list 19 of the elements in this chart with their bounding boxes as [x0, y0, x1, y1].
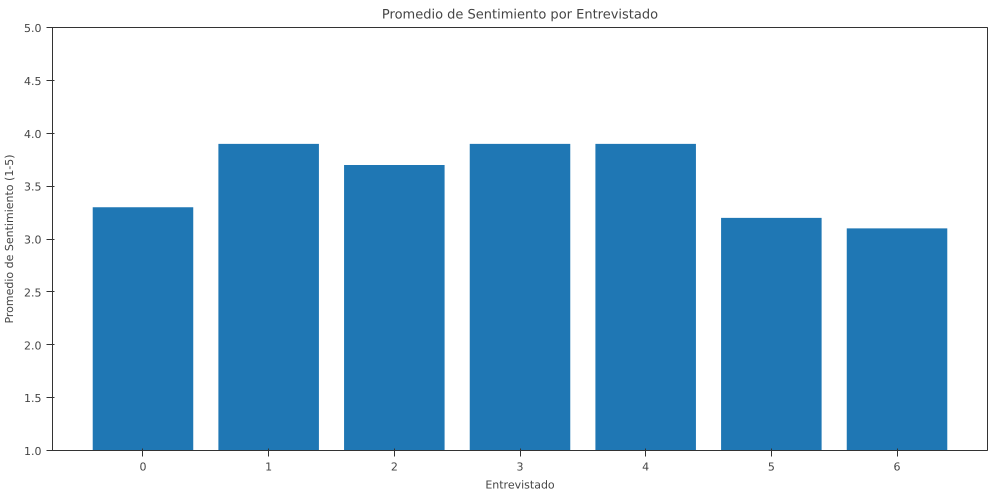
y-tick-label: 5.0 [24, 22, 42, 35]
x-tick-label: 3 [516, 460, 524, 474]
y-axis-title: Promedio de Sentimiento (1-5) [3, 154, 16, 324]
x-tick-label: 5 [768, 460, 775, 474]
x-axis-title: Entrevistado [485, 478, 555, 492]
y-tick-label: 1.0 [24, 445, 42, 458]
y-tick-label: 2.0 [24, 339, 42, 352]
x-tick-label: 6 [894, 460, 901, 474]
y-tick-label: 3.0 [24, 234, 42, 246]
x-tick-label: 2 [390, 460, 398, 474]
y-tick-label: 2.5 [24, 286, 42, 300]
x-tick-label: 1 [265, 460, 272, 474]
x-tick-label: 4 [642, 460, 650, 474]
x-tick-label: 0 [139, 460, 146, 474]
y-tick-label: 1.5 [24, 392, 42, 406]
chart-title: Promedio de Sentimiento por Entrevistado [382, 8, 658, 22]
y-tick-label: 4.0 [24, 128, 42, 141]
y-tick-label: 3.5 [24, 180, 42, 194]
y-tick-label: 4.5 [24, 74, 42, 88]
